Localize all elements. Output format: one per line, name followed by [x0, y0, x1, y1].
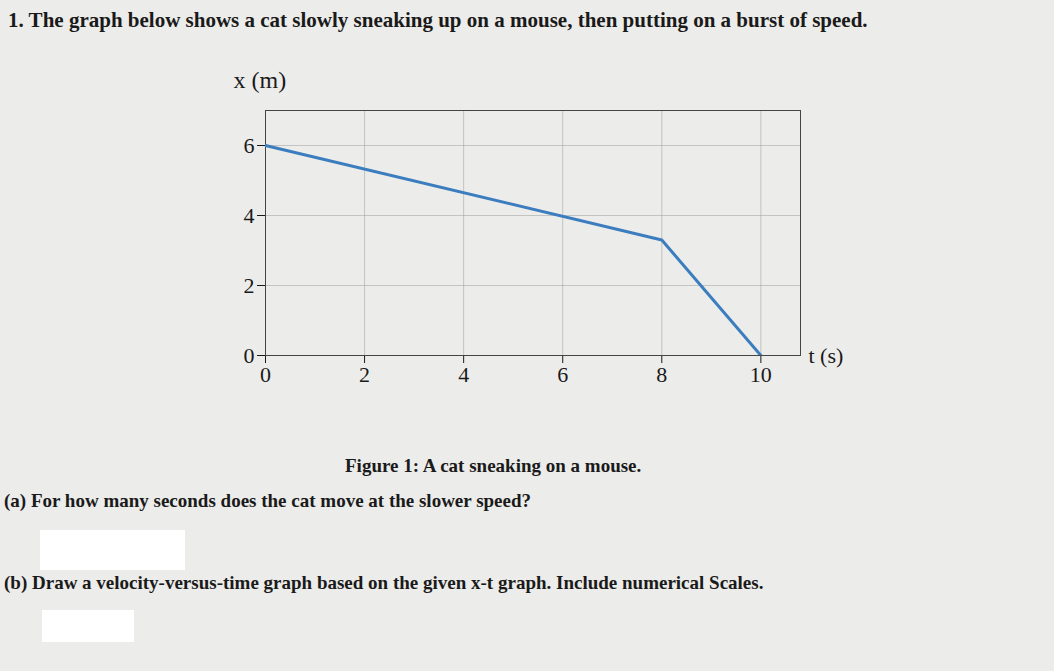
html-text:Figure 1: A cat sneaking on a: Figure 1: A cat sneaking on a mouse. [345, 455, 642, 476]
svg-text:x (m): x (m) [234, 67, 287, 93]
svg-text:0: 0 [260, 362, 271, 387]
svg-text:6: 6 [557, 362, 568, 387]
svg-text:10: 10 [750, 362, 772, 387]
html-text:1. The graph below shows a cat: 1. The graph below shows a cat slowly sn… [8, 8, 868, 32]
svg-text:4: 4 [458, 362, 469, 387]
svg-text:4: 4 [244, 203, 255, 228]
html-text:(b) Draw a velocity-versus-tim: (b) Draw a velocity-versus-time graph ba… [4, 572, 764, 593]
svg-text:2: 2 [244, 273, 255, 298]
svg-text:t (s): t (s) [809, 343, 844, 368]
svg-text:2: 2 [359, 362, 370, 387]
svg-text:6: 6 [244, 133, 255, 158]
svg-text:0: 0 [244, 343, 255, 368]
svg-text:8: 8 [656, 362, 667, 387]
html-text:(a) For how many seconds does: (a) For how many seconds does the cat mo… [4, 490, 531, 511]
